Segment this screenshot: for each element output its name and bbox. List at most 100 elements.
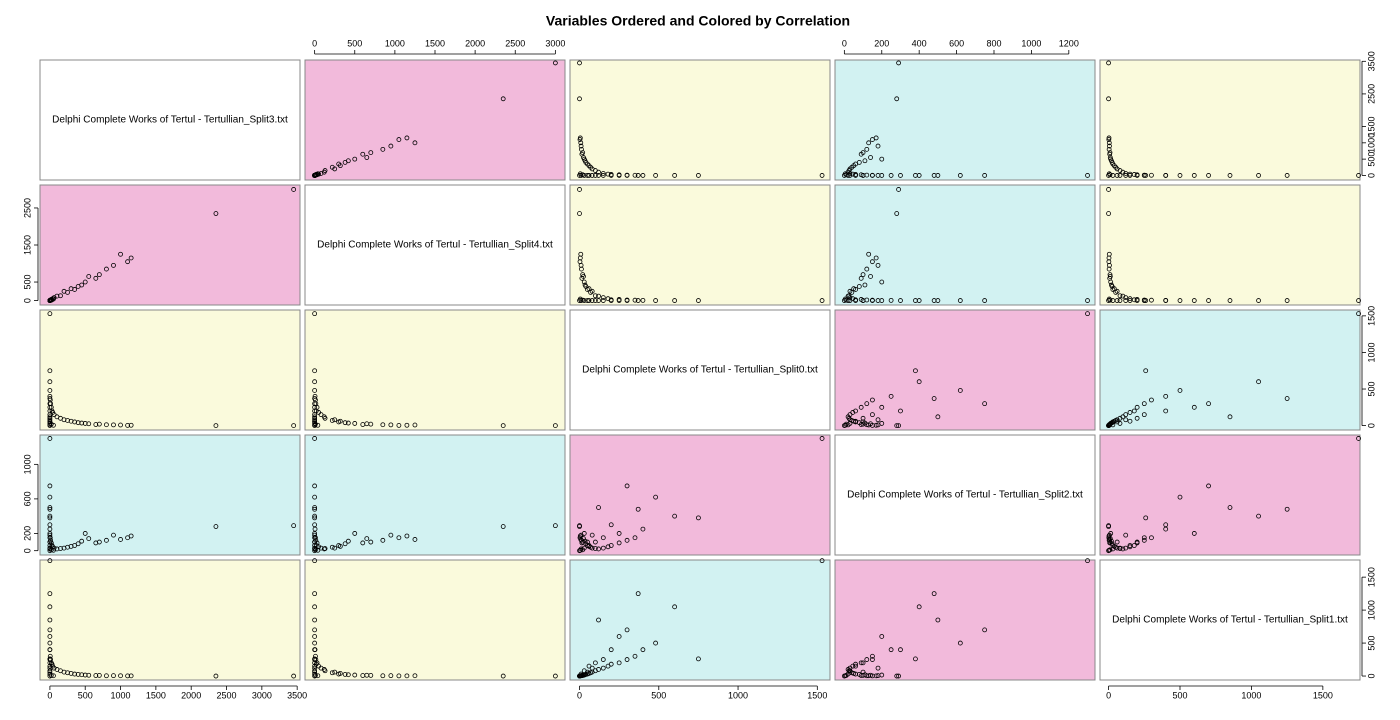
point [312,548,318,554]
point [1284,298,1290,303]
point [314,540,320,546]
point [118,673,123,679]
point [819,436,825,441]
point [500,96,506,102]
y-tick-label: 500 [1366,152,1376,167]
point [1123,532,1129,538]
panel [569,184,831,306]
point [577,173,582,178]
point [600,665,606,671]
point [640,173,646,178]
point [329,418,335,423]
point [47,558,53,564]
y-tick-label: 0 [22,298,32,303]
point [1141,535,1147,541]
variable-label: Delphi Complete Works of Tertul - Tertul… [847,490,1083,501]
point [858,660,864,666]
point [860,669,866,675]
point [47,539,53,545]
point [312,515,318,521]
point [585,298,590,303]
point [1149,397,1154,403]
point [600,173,606,178]
x-tick-label: 0 [312,38,317,48]
point [47,506,53,512]
panel [39,184,301,306]
point [592,546,598,551]
point [873,255,879,261]
point [635,298,641,303]
point [58,293,63,299]
x-tick-label: 2500 [217,690,237,700]
point [47,423,53,429]
point [312,640,318,646]
point [1123,545,1129,551]
point [879,404,885,410]
point [1127,418,1133,424]
point [1163,393,1169,399]
point [1134,298,1140,303]
point [315,547,321,553]
point [47,673,53,679]
point [616,173,622,178]
y-tick-label: 1000 [1366,342,1376,362]
point [47,604,53,610]
variable-label: Delphi Complete Works of Tertul - Tertul… [1112,615,1348,626]
point [96,421,102,427]
point [1143,173,1149,178]
point [608,661,614,667]
point [1127,296,1133,302]
panel [1099,184,1361,306]
panel [834,309,1096,431]
point [352,421,358,426]
point [1134,539,1140,545]
point [858,151,864,157]
point [1163,522,1169,528]
point [1141,173,1147,178]
panel [304,309,566,431]
point [1106,173,1111,178]
point [888,647,894,653]
point [982,298,988,303]
point [388,422,394,428]
point [1206,401,1211,407]
point [875,298,881,303]
point [47,548,53,554]
point [396,137,402,142]
point [352,672,358,678]
point [82,672,88,678]
point [916,604,922,610]
point [342,541,348,547]
point [75,284,81,289]
point [500,423,506,429]
point [1123,412,1129,418]
point [616,634,622,639]
point [586,298,592,303]
point [879,634,885,639]
x-tick-label: 1000 [385,38,405,48]
point [213,211,219,216]
point [1085,173,1090,178]
point [1131,297,1137,303]
point [841,673,847,679]
point [380,673,386,679]
point [47,515,53,521]
point [898,298,903,303]
point [1256,379,1261,385]
point [312,532,318,538]
point [1106,524,1111,529]
point [696,173,701,178]
point [841,298,847,303]
point [75,671,81,677]
point [321,414,327,420]
point [1256,513,1261,519]
point [342,159,348,165]
point [312,388,318,393]
point [337,418,343,424]
point [589,532,595,538]
point [600,545,606,551]
point [1114,419,1120,425]
point [589,288,595,294]
point [86,274,92,279]
